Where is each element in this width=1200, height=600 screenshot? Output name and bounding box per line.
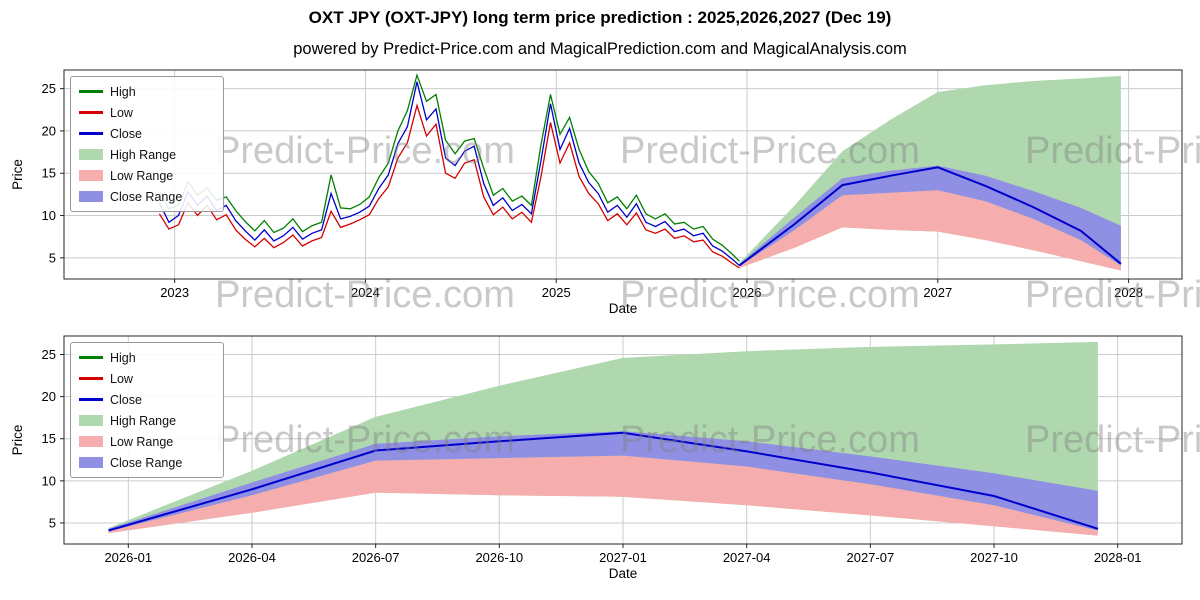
forecast-close-line bbox=[108, 431, 1099, 532]
legend-label: Low bbox=[110, 371, 133, 386]
close-range-swatch bbox=[79, 191, 103, 202]
x-tick-label: 2028 bbox=[1114, 285, 1143, 300]
high-range-swatch bbox=[79, 149, 103, 160]
legend-item-close: Close bbox=[79, 125, 209, 142]
legend-item-close: Close bbox=[79, 391, 209, 408]
x-tick-label: 2027-07 bbox=[846, 550, 894, 565]
x-tick-label: 2028-01 bbox=[1094, 550, 1142, 565]
y-tick-label: 10 bbox=[42, 208, 56, 223]
high-range-swatch bbox=[79, 415, 103, 426]
legend-label: High Range bbox=[110, 413, 177, 428]
high-line-swatch bbox=[79, 356, 103, 359]
y-tick-label: 20 bbox=[42, 389, 56, 404]
y-tick-label: 10 bbox=[42, 473, 56, 488]
low-range-swatch bbox=[79, 170, 103, 181]
close-line-swatch bbox=[79, 132, 103, 135]
page-title: OXT JPY (OXT-JPY) long term price predic… bbox=[308, 8, 892, 27]
y-axis-label: Price bbox=[10, 425, 25, 456]
legend-item-close-range: Close Range bbox=[79, 454, 209, 471]
x-tick-label: 2027-10 bbox=[970, 550, 1018, 565]
legend-label: Close bbox=[110, 126, 142, 141]
x-tick-label: 2025 bbox=[542, 285, 571, 300]
x-tick-label: 2026-01 bbox=[104, 550, 152, 565]
legend-item-high: High bbox=[79, 349, 209, 366]
x-tick-label: 2026-07 bbox=[352, 550, 400, 565]
page-subtitle: powered by Predict-Price.com and Magical… bbox=[293, 40, 907, 58]
y-tick-label: 15 bbox=[42, 431, 56, 446]
close-line bbox=[158, 81, 740, 266]
x-tick-label: 2027 bbox=[923, 285, 952, 300]
close-line-swatch bbox=[79, 398, 103, 401]
x-tick-label: 2026-10 bbox=[475, 550, 523, 565]
forecast-close-line bbox=[738, 166, 1122, 267]
legend-item-low: Low bbox=[79, 104, 209, 121]
high-line-swatch bbox=[79, 90, 103, 93]
x-tick-label: 2027-04 bbox=[723, 550, 771, 565]
legend-label: Close Range bbox=[110, 455, 183, 470]
y-axis-label: Price bbox=[10, 159, 25, 190]
legend-item-high-range: High Range bbox=[79, 412, 209, 429]
legend-label: High bbox=[110, 84, 136, 99]
legend-label: Low bbox=[110, 105, 133, 120]
y-tick-label: 5 bbox=[49, 515, 56, 530]
y-tick-label: 20 bbox=[42, 123, 56, 138]
plot-border bbox=[63, 69, 1183, 280]
x-axis-label: Date bbox=[609, 566, 638, 581]
low-range-area bbox=[108, 455, 1098, 536]
legend-item-close-range: Close Range bbox=[79, 188, 209, 205]
legend-label: Low Range bbox=[110, 434, 174, 449]
legend-item-low-range: Low Range bbox=[79, 433, 209, 450]
legend-top-chart: High Low Close High Range Low Range Clos… bbox=[70, 76, 224, 212]
x-axis-label: Date bbox=[609, 301, 638, 316]
low-range-swatch bbox=[79, 436, 103, 447]
legend-label: Close Range bbox=[110, 189, 183, 204]
low-line-swatch bbox=[79, 377, 103, 380]
y-tick-label: 15 bbox=[42, 166, 56, 181]
close-range-swatch bbox=[79, 457, 103, 468]
legend-item-high-range: High Range bbox=[79, 146, 209, 163]
x-tick-label: 2023 bbox=[160, 285, 189, 300]
legend-item-high: High bbox=[79, 83, 209, 100]
legend-label: Close bbox=[110, 392, 142, 407]
x-tick-label: 2026 bbox=[733, 285, 762, 300]
x-tick-label: 2027-01 bbox=[599, 550, 647, 565]
legend-bottom-chart: High Low Close High Range Low Range Clos… bbox=[70, 342, 224, 478]
y-tick-label: 25 bbox=[42, 81, 56, 96]
high-line bbox=[158, 72, 740, 262]
low-line-swatch bbox=[79, 111, 103, 114]
x-tick-label: 2024 bbox=[351, 285, 380, 300]
legend-label: High bbox=[110, 350, 136, 365]
low-range-area bbox=[739, 190, 1121, 271]
y-tick-label: 25 bbox=[42, 347, 56, 362]
legend-item-low-range: Low Range bbox=[79, 167, 209, 184]
legend-label: High Range bbox=[110, 147, 177, 162]
legend-item-low: Low bbox=[79, 370, 209, 387]
legend-label: Low Range bbox=[110, 168, 174, 183]
x-tick-label: 2026-04 bbox=[228, 550, 276, 565]
y-tick-label: 5 bbox=[49, 250, 56, 265]
low-line bbox=[158, 103, 740, 269]
